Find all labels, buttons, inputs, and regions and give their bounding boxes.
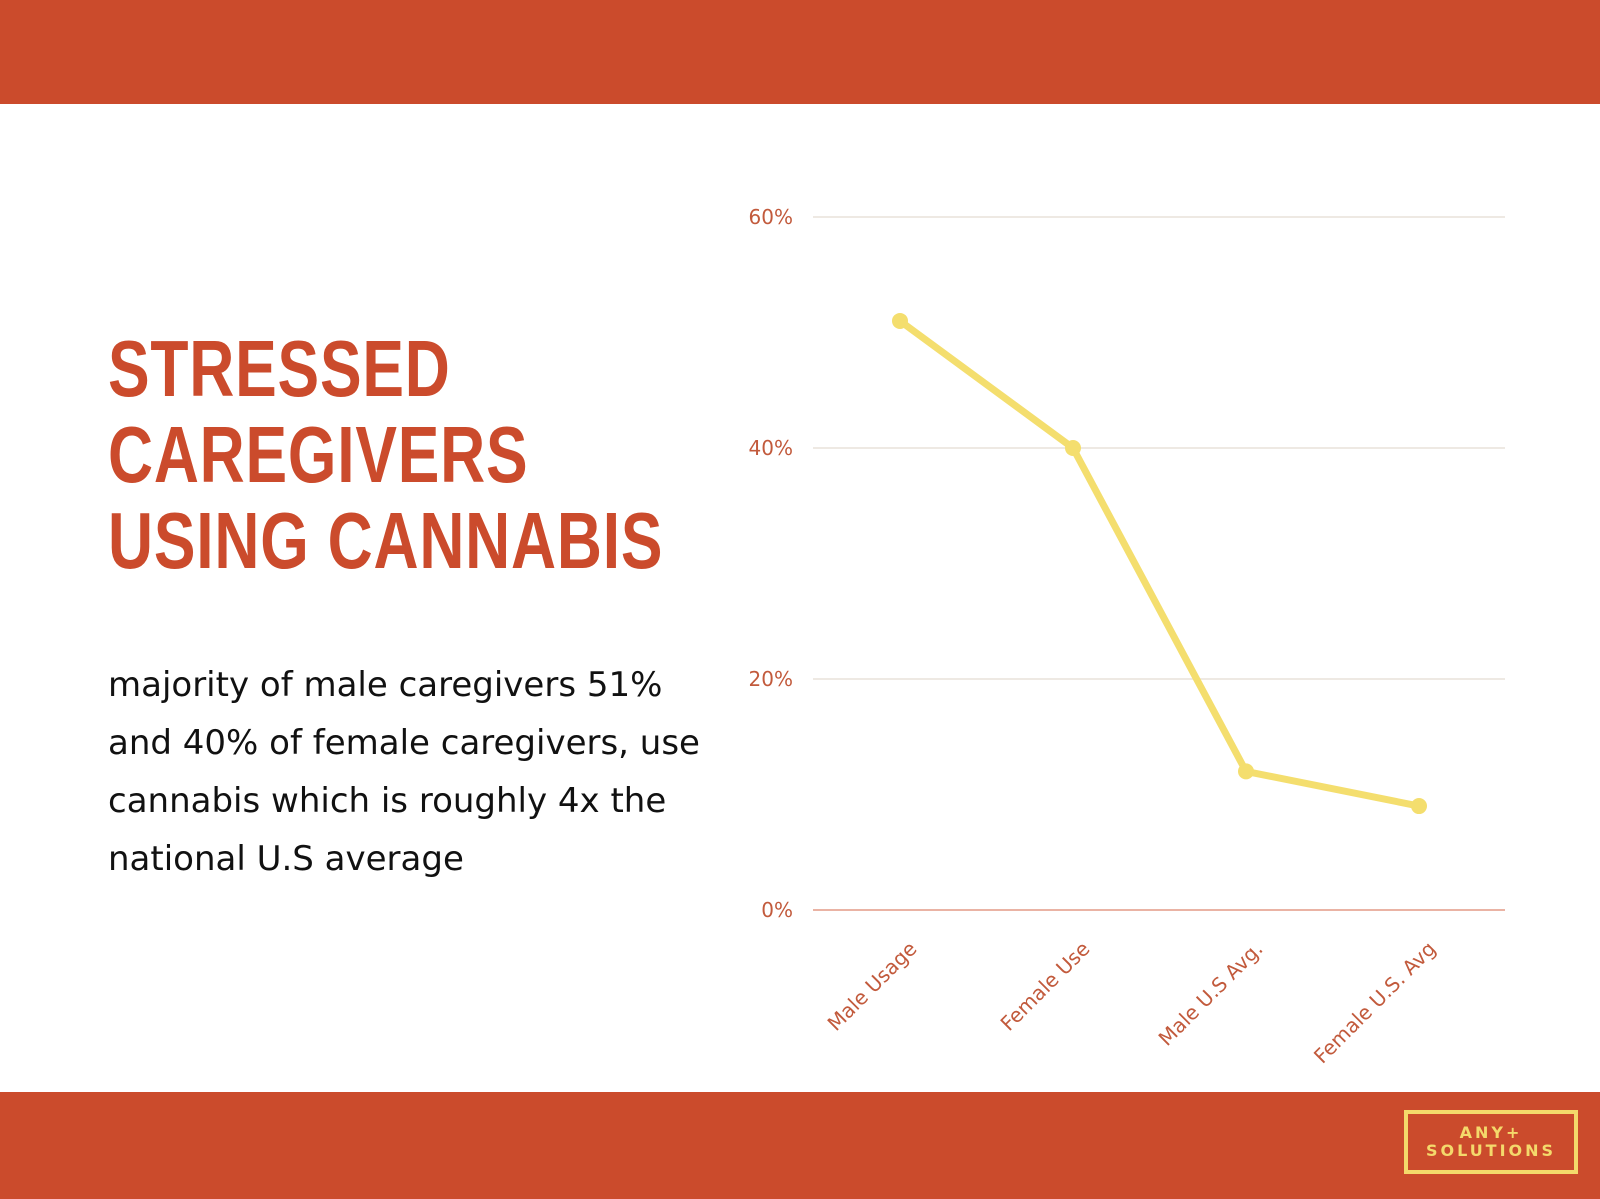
bottom-banner xyxy=(0,1092,1600,1199)
y-tick-label: 0% xyxy=(761,898,793,922)
x-tick-label: Female U.S. Avg xyxy=(1309,937,1441,1069)
logo-line-2: SOLUTIONS xyxy=(1425,1141,1557,1160)
x-tick-label: Male Usage xyxy=(823,937,922,1036)
y-tick-label: 20% xyxy=(749,667,793,691)
title-line-2: CAREGIVERS xyxy=(108,410,529,499)
grid-layer xyxy=(813,216,1505,911)
y-tick-label: 60% xyxy=(749,205,793,229)
series-layer xyxy=(892,312,1427,815)
data-point xyxy=(892,312,908,329)
y-axis: 0% 20% 40% 60% xyxy=(749,205,793,922)
x-tick-label: Male U.S Avg. xyxy=(1154,937,1268,1051)
data-point xyxy=(1238,763,1254,780)
data-point xyxy=(1411,798,1427,815)
data-point xyxy=(1065,440,1081,456)
x-axis: Male Usage Female Use Male U.S Avg. Female … xyxy=(823,937,1441,1069)
y-tick-label: 40% xyxy=(749,436,793,460)
page-title: STRESSED CAREGIVERS USING CANNABIS xyxy=(108,324,664,585)
title-line-1: STRESSED xyxy=(108,324,451,413)
company-logo: ANY+ SOLUTIONS xyxy=(1404,1110,1578,1174)
title-line-3: USING CANNABIS xyxy=(108,496,664,585)
line-chart: 0% 20% 40% 60% Male Usage Female Use Male U.S… xyxy=(749,205,1505,1069)
series-line xyxy=(896,317,1423,810)
top-banner xyxy=(0,0,1600,104)
x-tick-label: Female Use xyxy=(996,937,1095,1036)
logo-line-1: ANY+ xyxy=(1459,1123,1523,1142)
description-text: majority of male caregivers 51% and 40% … xyxy=(108,665,700,879)
